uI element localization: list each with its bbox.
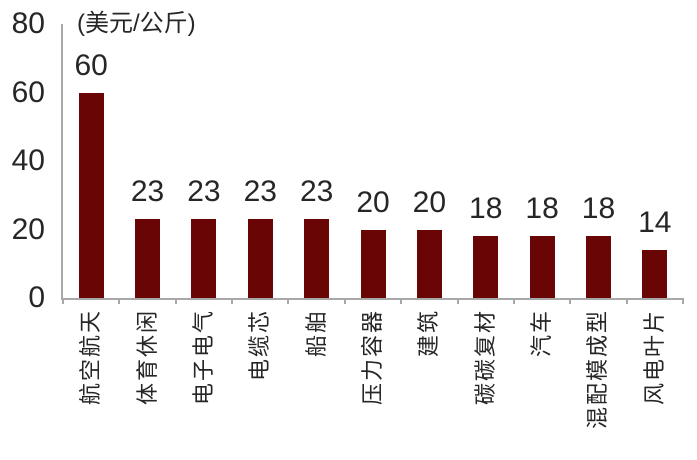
- bar: [78, 92, 104, 298]
- bar-value-label: 23: [187, 175, 221, 209]
- x-axis-category-label: 船舶: [303, 309, 329, 358]
- bar: [360, 229, 386, 298]
- bar-value-label: 20: [412, 185, 447, 219]
- bar-value-label: 18: [581, 192, 616, 226]
- bar: [247, 219, 273, 298]
- x-axis-tick: [456, 300, 459, 304]
- x-axis-category-label: 压力容器: [360, 309, 385, 406]
- chart-unit-label: (美元/公斤): [77, 10, 196, 37]
- x-axis-tick: [118, 300, 121, 304]
- x-axis-tick: [231, 300, 234, 304]
- x-axis-category-label: 体育休闲: [134, 309, 160, 406]
- x-axis-category-label: 风电叶片: [641, 309, 667, 406]
- x-axis-tick: [682, 300, 684, 304]
- y-axis-tick-label: 40: [11, 144, 45, 177]
- x-axis-category-label: 电缆芯: [247, 309, 273, 382]
- y-axis-line: [61, 24, 63, 300]
- bar: [473, 236, 499, 298]
- y-axis-tick-label: 0: [28, 281, 45, 314]
- x-axis-tick: [343, 300, 346, 304]
- x-axis-line: [63, 298, 684, 300]
- bar-value-label: 18: [525, 192, 559, 226]
- y-axis-tick-label: 20: [11, 212, 45, 246]
- bar-value-label: 18: [469, 192, 503, 226]
- x-axis-tick: [569, 300, 572, 304]
- y-axis-tick-label: 60: [11, 75, 45, 109]
- bar-value-label: 23: [243, 175, 277, 209]
- x-axis-category-label: 建筑: [416, 309, 442, 358]
- bar: [135, 219, 161, 298]
- x-axis-category-label: 碳碳复材: [472, 309, 498, 406]
- bar: [191, 219, 217, 298]
- x-axis-tick: [512, 300, 515, 304]
- bar-value-label: 60: [74, 48, 108, 82]
- bar: [416, 229, 442, 298]
- x-axis-tick: [62, 300, 64, 304]
- y-axis-tick-label: 80: [11, 7, 45, 40]
- x-axis-tick: [625, 300, 628, 304]
- x-axis-tick: [174, 300, 177, 304]
- x-axis-category-label: 混配模成型: [585, 309, 611, 430]
- x-axis-category-label: 汽车: [529, 309, 555, 358]
- bar-value-label: 14: [638, 206, 672, 240]
- x-axis-category-label: 航空航天: [78, 309, 104, 406]
- bar: [529, 236, 555, 298]
- bar: [304, 219, 330, 298]
- bar: [642, 250, 668, 298]
- bar-value-label: 23: [299, 175, 334, 209]
- x-axis-category-label: 电子电气: [190, 309, 216, 406]
- bar-value-label: 23: [130, 175, 165, 209]
- bar: [585, 236, 611, 298]
- bar-value-label: 20: [356, 185, 390, 219]
- x-axis-tick: [287, 300, 290, 304]
- x-axis-tick: [400, 300, 403, 304]
